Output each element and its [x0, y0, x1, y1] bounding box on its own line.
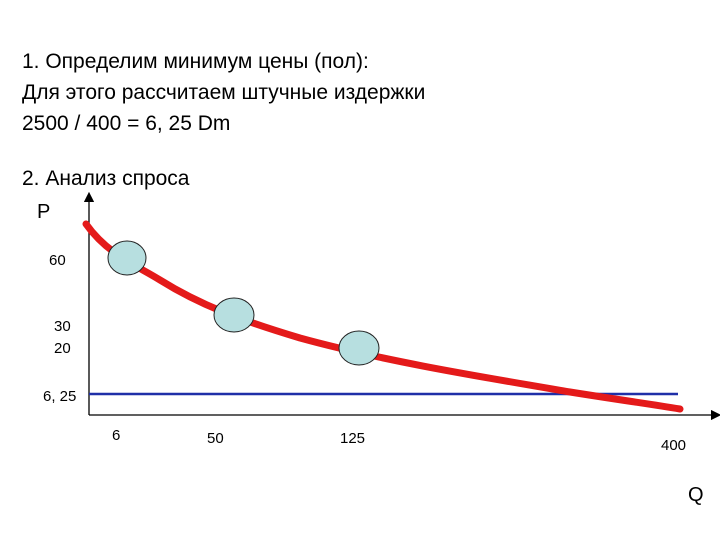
demand-point-125 — [338, 330, 380, 366]
intro-text: 1. Определим минимум цены (пол): Для это… — [22, 46, 425, 139]
demand-curve — [82, 220, 684, 413]
intro-line-1: 1. Определим минимум цены (пол): — [22, 50, 369, 73]
intro-line-3: 2500 / 400 = 6, 25 Dm — [22, 112, 231, 135]
y-tick-60: 60 — [49, 252, 66, 269]
x-tick-50: 50 — [207, 430, 224, 447]
y-tick-6-25: 6, 25 — [43, 388, 76, 405]
section-2-title: 2. Анализ спроса — [22, 167, 190, 190]
x-tick-400: 400 — [661, 437, 686, 454]
x-tick-6: 6 — [112, 427, 120, 444]
demand-point-50 — [213, 297, 255, 333]
demand-point-6 — [107, 240, 147, 276]
y-axis-label: P — [37, 201, 50, 223]
y-tick-20: 20 — [54, 340, 71, 357]
y-tick-30: 30 — [54, 318, 71, 335]
x-tick-125: 125 — [340, 430, 365, 447]
x-axis-label: Q — [688, 484, 704, 506]
intro-line-2: Для этого рассчитаем штучные издержки — [22, 81, 426, 104]
